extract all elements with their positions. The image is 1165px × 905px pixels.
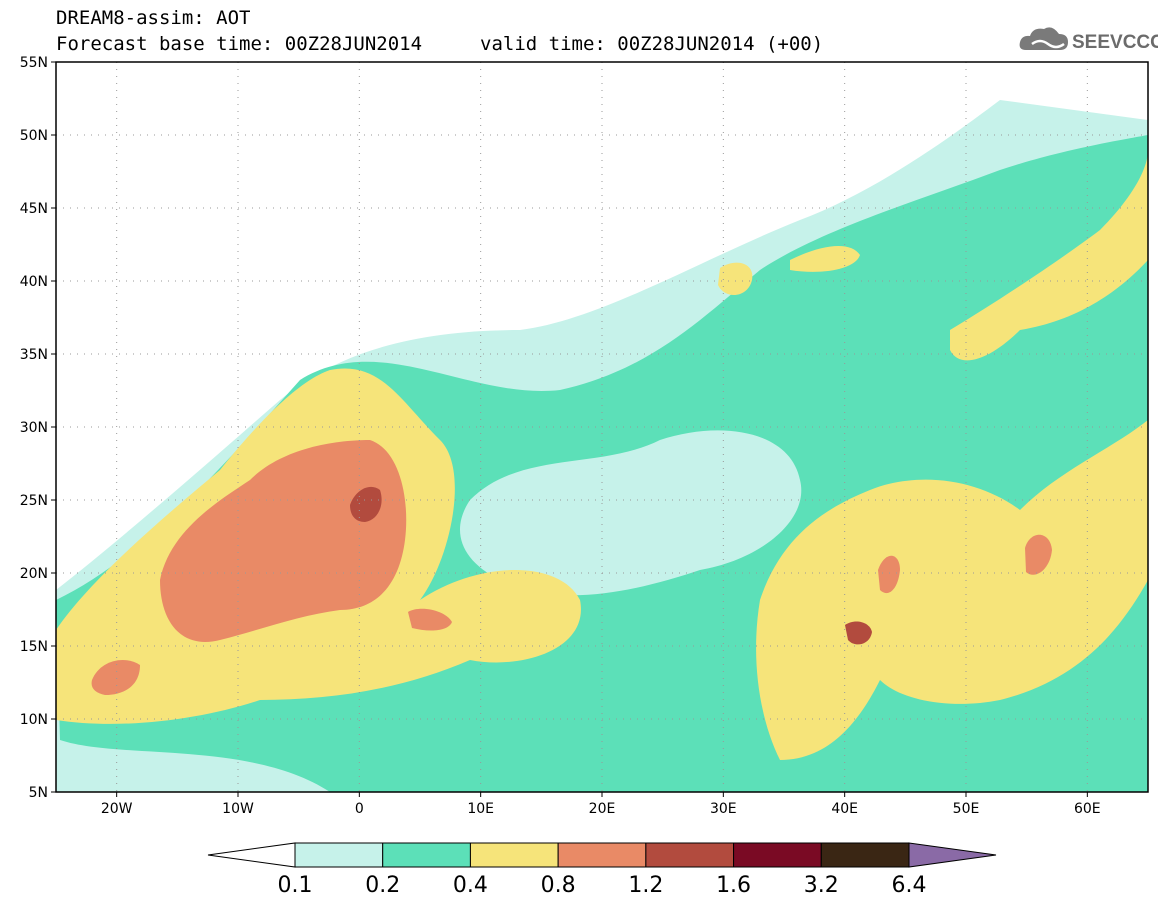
colorbar-high-triangle [908, 842, 997, 868]
lon-label: 30E [710, 801, 737, 817]
gridlines [56, 62, 1148, 792]
aot-contour-0.4-east [756, 420, 1148, 760]
seevccc-logo: SEEVCCC [1019, 27, 1158, 53]
colorbar-swatch [733, 842, 822, 868]
aot-contour-0.8-sahara [160, 440, 407, 642]
aot-contour-1.2-mali [350, 486, 382, 522]
cloud-icon [1019, 27, 1068, 50]
lat-label: 15N [20, 639, 48, 655]
colorbar-swatch [469, 842, 559, 868]
colorbar-label: 1.6 [716, 873, 751, 898]
colorbar-label: 0.2 [365, 873, 400, 898]
lon-label: 20W [101, 801, 133, 817]
lat-label: 25N [20, 493, 48, 509]
lat-label: 45N [20, 201, 48, 217]
colorbar-low-triangle [207, 842, 296, 868]
lon-label: 40E [831, 801, 858, 817]
aot-contour-0.8-yemen [878, 555, 900, 594]
lat-label: 50N [20, 128, 48, 144]
aot-contour-0.8-oman [1025, 534, 1052, 575]
map-area [56, 62, 1148, 792]
aot-contour-0.1-patch [460, 430, 802, 596]
forecast-base-time: Forecast base time: 00Z28JUN2014 [56, 33, 423, 55]
valid-time: valid time: 00Z28JUN2014 (+00) [480, 33, 824, 55]
lat-label: 35N [20, 347, 48, 363]
colorbar-label: 3.2 [804, 873, 839, 898]
chart-title: DREAM8-assim: AOT [56, 7, 251, 29]
lat-label: 40N [20, 274, 48, 290]
lon-label: 10E [467, 801, 494, 817]
lat-label: 10N [20, 712, 48, 728]
lat-label: 55N [20, 55, 48, 71]
colorbar-swatch [382, 842, 471, 868]
lon-label: 60E [1074, 801, 1101, 817]
logo-text: SEEVCCC [1072, 32, 1158, 53]
colorbar-label: 1.2 [628, 873, 663, 898]
lat-label: 30N [20, 420, 48, 436]
colorbar-label: 0.1 [278, 873, 313, 898]
lon-label: 0 [355, 801, 364, 817]
colorbar-swatch [820, 842, 910, 868]
lat-label: 5N [29, 785, 48, 801]
aot-contour-1.2-eritrea [845, 621, 872, 645]
aot-contour-0.4-iran [950, 150, 1148, 361]
lat-label: 20N [20, 566, 48, 582]
aot-contour-0.8-senegal [91, 660, 140, 695]
aot-contour-0.8-niger [408, 608, 452, 631]
colorbar-swatch [645, 842, 735, 868]
colorbar-swatch [557, 842, 647, 868]
lon-label: 20E [589, 801, 616, 817]
aot-contour-0.4-turkey [790, 245, 860, 272]
colorbar-swatch [294, 842, 384, 868]
lon-label: 50E [953, 801, 980, 817]
colorbar-label: 6.4 [892, 873, 927, 898]
colorbar-label: 0.4 [453, 873, 488, 898]
lon-label: 10W [222, 801, 254, 817]
aot-contour-0.4-turkey-west [718, 262, 753, 296]
colorbar-label: 0.8 [541, 873, 576, 898]
